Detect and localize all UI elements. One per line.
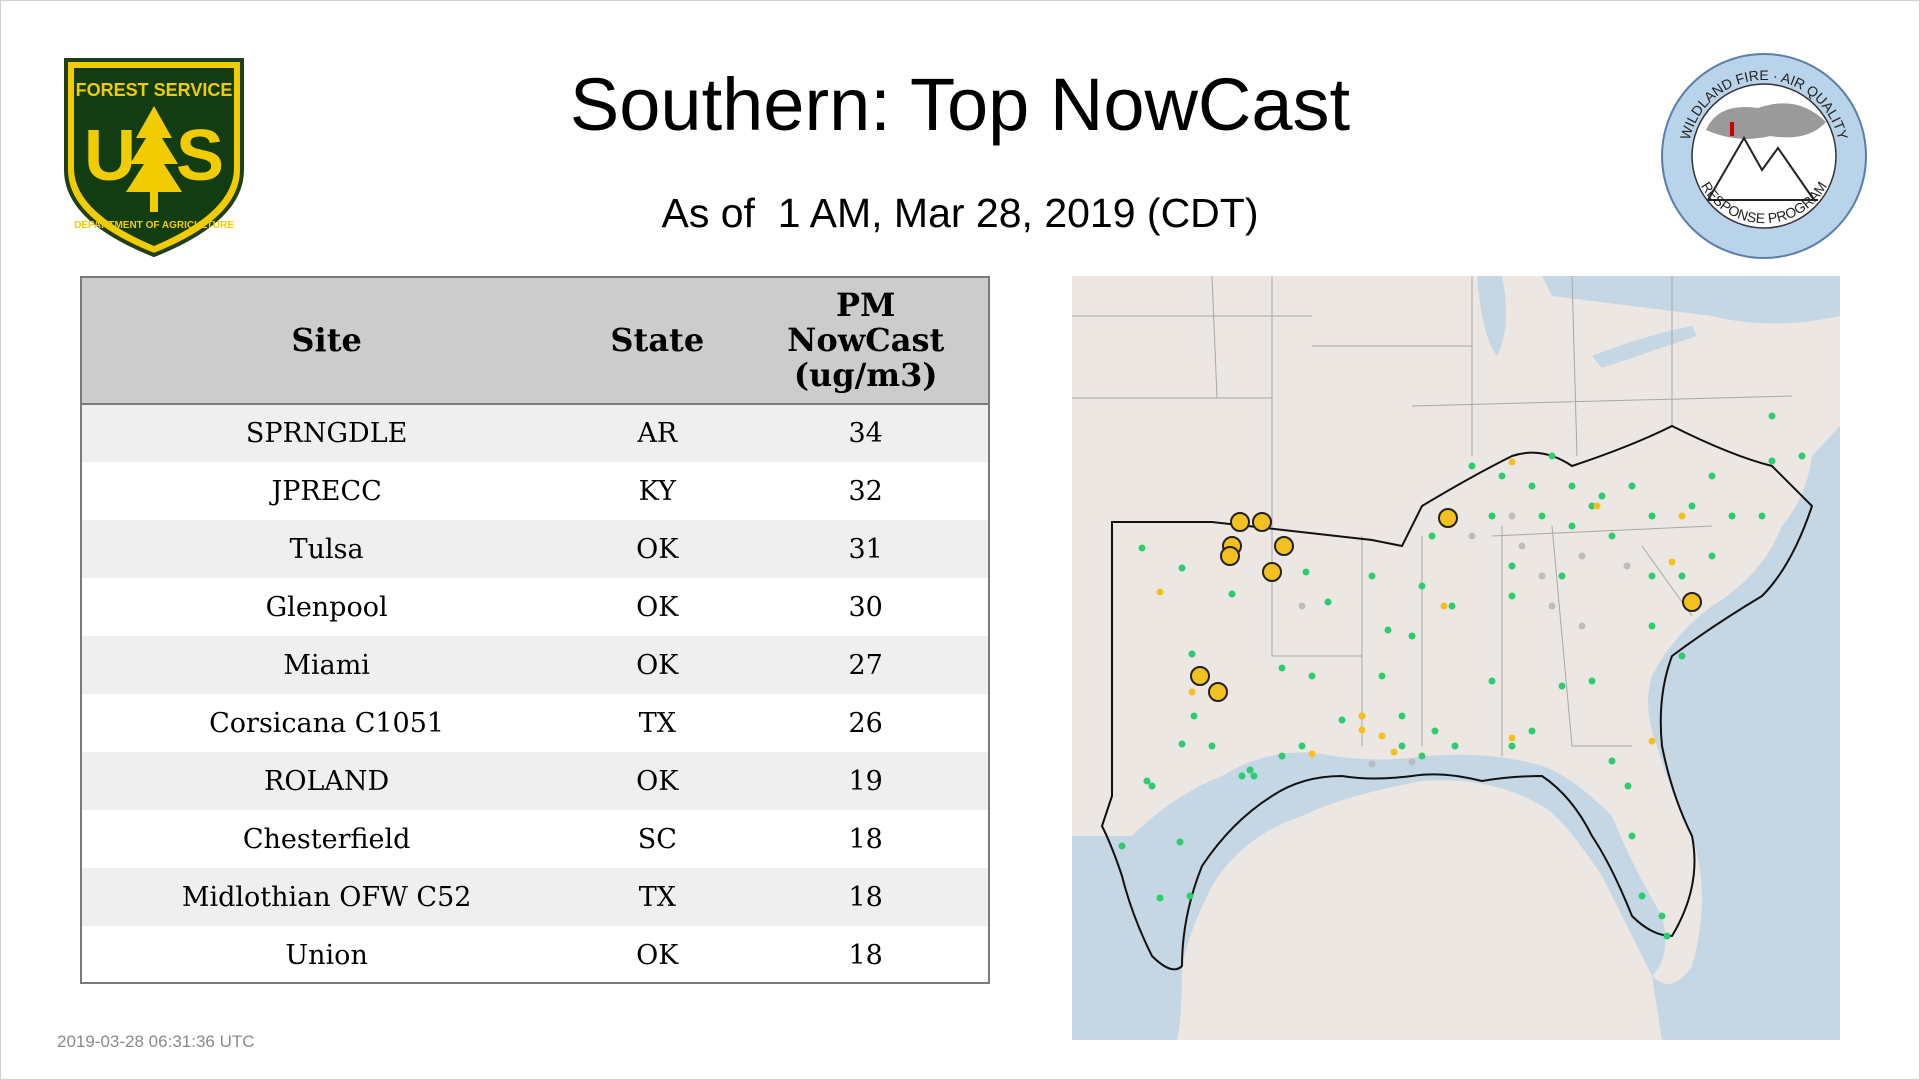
top-site-marker xyxy=(1274,536,1294,556)
column-header-state: State xyxy=(571,278,744,405)
nowcast-cell: 31 xyxy=(848,533,883,565)
table-row: ROLAND OK 19 xyxy=(82,752,988,810)
forest-service-logo-bottom-text: DEPARTMENT OF AGRICULTURE xyxy=(74,220,234,231)
nowcast-cell: 32 xyxy=(848,475,883,507)
monitor-sites-good xyxy=(1118,412,1806,940)
state-cell: OK xyxy=(636,591,679,623)
table-row: Tulsa OK 31 xyxy=(82,520,988,578)
table-row: SPRNGDLE AR 34 xyxy=(82,404,988,462)
site-cell: Midlothian OFW C52 xyxy=(181,881,472,913)
lake-erie xyxy=(1592,326,1697,368)
forest-service-logo-top-text: FOREST SERVICE xyxy=(76,80,233,100)
lake-michigan xyxy=(1477,276,1506,356)
gulf-of-mexico xyxy=(1072,752,1666,1040)
top-site-marker xyxy=(1438,508,1458,528)
monitor-map xyxy=(1072,276,1840,1040)
wildland-fire-seal-logo: WILDLAND FIRE · AIR QUALITY RESPONSE PRO… xyxy=(1661,53,1867,259)
state-cell: OK xyxy=(636,649,679,681)
page-title: Southern: Top NowCast xyxy=(569,63,1351,146)
state-cell: OK xyxy=(636,939,679,971)
page-subtitle: As of 1 AM, Mar 28, 2019 (CDT) xyxy=(661,190,1259,236)
state-cell: TX xyxy=(638,707,676,739)
state-borders xyxy=(1072,276,1793,756)
site-cell: Miami xyxy=(283,649,370,681)
table-row: Chesterfield SC 18 xyxy=(82,810,988,868)
pine-tree-icon xyxy=(126,106,182,212)
table-row: Corsicana C1051 TX 26 xyxy=(82,694,988,752)
top-site-marker xyxy=(1208,682,1228,702)
state-cell: KY xyxy=(638,475,676,507)
top-site-marker xyxy=(1190,666,1210,686)
state-cell: SC xyxy=(637,823,677,855)
table-row: Midlothian OFW C52 TX 18 xyxy=(82,868,988,926)
atlantic-ocean xyxy=(1648,426,1840,1040)
nowcast-cell: 18 xyxy=(848,823,883,855)
top-nowcast-sites xyxy=(1190,508,1702,702)
site-cell: SPRNGDLE xyxy=(245,418,408,449)
state-cell: TX xyxy=(638,881,676,913)
top-nowcast-table: Site State PM NowCast (ug/m3) SPRNGDLE AR 34… xyxy=(80,276,990,984)
state-cell: AR xyxy=(637,418,678,449)
column-header-site: Site xyxy=(82,278,572,405)
nowcast-cell: 18 xyxy=(848,881,883,913)
table-row: Union OK 18 xyxy=(82,926,988,982)
top-site-marker xyxy=(1230,512,1250,532)
nowcast-cell: 30 xyxy=(848,591,883,623)
state-cell: OK xyxy=(636,765,679,797)
footer-timestamp: 2019-03-28 06:31:36 UTC xyxy=(57,1032,255,1051)
site-cell: Corsicana C1051 xyxy=(209,707,445,739)
site-cell: Tulsa xyxy=(289,533,364,565)
top-site-marker xyxy=(1252,512,1272,532)
site-cell: JPRECC xyxy=(271,475,382,507)
site-cell: Chesterfield xyxy=(242,823,411,855)
site-cell: ROLAND xyxy=(264,765,390,797)
site-cell: Glenpool xyxy=(265,591,388,623)
nowcast-cell: 18 xyxy=(848,939,883,971)
top-site-marker xyxy=(1682,592,1702,612)
nowcast-cell: 26 xyxy=(848,707,883,739)
nowcast-cell: 19 xyxy=(848,765,883,797)
table-row: JPRECC KY 32 xyxy=(82,462,988,520)
nowcast-cell: 27 xyxy=(848,649,883,681)
top-site-marker xyxy=(1220,546,1240,566)
nowcast-cell: 34 xyxy=(848,418,883,449)
forest-service-logo: FOREST SERVICE U S DEPARTMENT OF AGRICUL… xyxy=(64,58,244,258)
table-row: Miami OK 27 xyxy=(82,636,988,694)
state-cell: OK xyxy=(636,533,679,565)
monitor-sites-moderate xyxy=(1156,458,1686,758)
column-header-nowcast: PM NowCast (ug/m3) xyxy=(743,278,988,405)
forest-service-logo-letter-s: S xyxy=(176,116,224,196)
great-lakes-north xyxy=(1542,276,1840,324)
top-site-marker xyxy=(1262,562,1282,582)
southern-region-outline xyxy=(1100,424,1814,971)
site-cell: Union xyxy=(285,939,368,971)
table-header-row: Site State PM NowCast (ug/m3) xyxy=(82,278,988,405)
table-row: Glenpool OK 30 xyxy=(82,578,988,636)
monitor-sites-no-data xyxy=(1298,512,1631,768)
forest-service-logo-letter-u: U xyxy=(84,116,136,196)
